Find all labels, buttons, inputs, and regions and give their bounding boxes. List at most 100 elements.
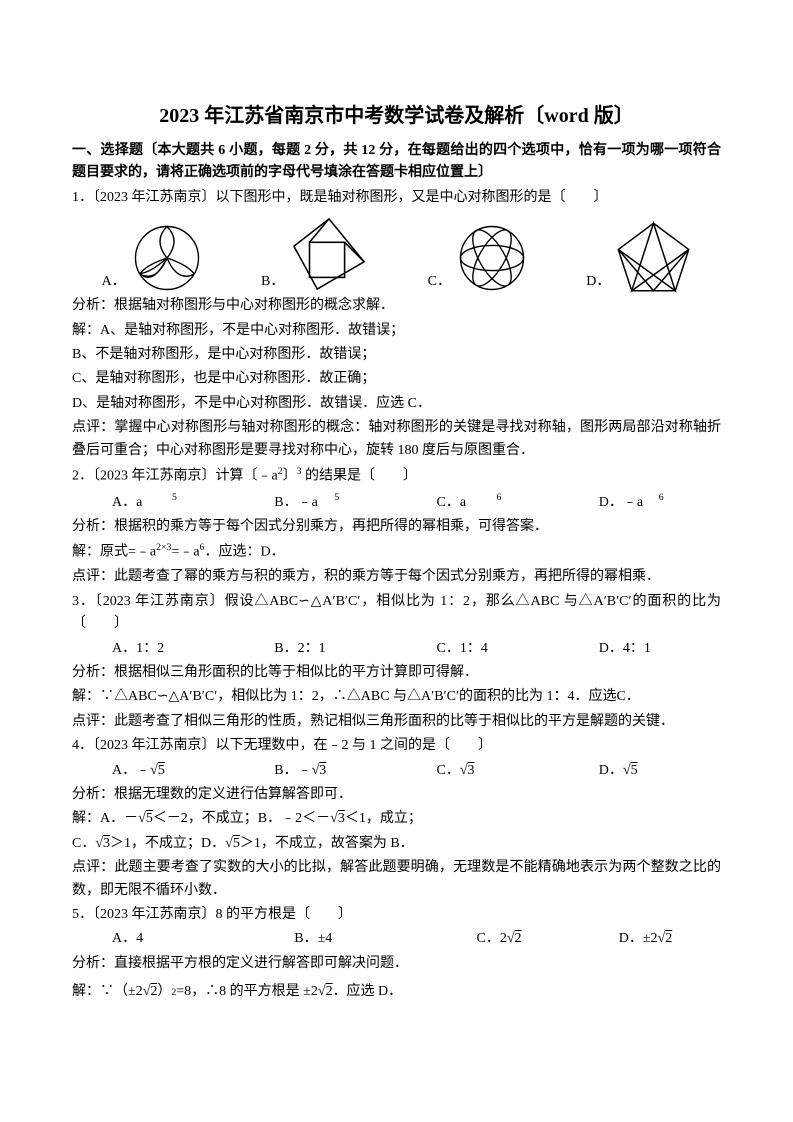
- q1-sol-d: D、是轴对称图形，不是中心对称图形．故错误．应选 C．: [72, 393, 721, 415]
- q3-opt-c: C．1：4: [397, 638, 559, 660]
- q2-opt-a-label: A．a: [72, 492, 172, 514]
- q4-opt-d: D．√5: [559, 760, 721, 782]
- q2-opt-b: B．﹣a5: [234, 490, 396, 514]
- q4-stem: 4．〔2023 年江苏南京〕以下无理数中，在﹣2 与 1 之间的是〔 〕: [72, 735, 721, 757]
- q3-opt-d: D．4：1: [559, 638, 721, 660]
- q5-analysis: 分析：直接根据平方根的定义进行解答即可解决问题．: [72, 953, 721, 975]
- analysis-label: 分析：: [72, 519, 114, 534]
- q1-option-d: D．: [586, 221, 691, 293]
- q3-comment-text: 此题考查了相似三角形的性质，熟记相似三角形面积的比等于相似比的平方是解题的关键．: [114, 714, 674, 729]
- q1-sol-a: 解：A、是轴对称图形，不是中心对称图形．故错误；: [72, 320, 721, 342]
- q1-fig-d-icon: [616, 221, 691, 293]
- q4-opt-a-rad: √5: [150, 763, 165, 778]
- q3-comment: 点评：此题考查了相似三角形的性质，熟记相似三角形面积的比等于相似比的平方是解题的…: [72, 711, 721, 733]
- q2-opt-d-label: D．﹣a: [559, 492, 659, 514]
- q1-sol-c: C、是轴对称图形，也是中心对称图形．故正确；: [72, 368, 721, 390]
- q2-sol: 解：原式=﹣a2×3=﹣a6．应选：D．: [72, 540, 721, 564]
- q3-options: A．1：2 B．2：1 C．1：4 D．4：1: [72, 638, 721, 660]
- q5-opt-a: A．4: [72, 928, 254, 950]
- q5-opt-c-label: C．2: [437, 928, 507, 950]
- q5-sol-rad: √2: [143, 981, 158, 1003]
- q4-sol-b2: ，成立；: [366, 808, 422, 830]
- q5-sol: 解：∵ （±2 √2 ） 2 =8 ，∴8 的平方根是 ±2 √2 ．应选 D．: [72, 981, 721, 1003]
- q1-label-c: C．: [428, 271, 451, 293]
- q4-opt-b: B．﹣√3: [234, 760, 396, 782]
- q5-sol-expr2: ）: [157, 981, 171, 1003]
- q4-sol-a-cond: ＜－2: [153, 808, 188, 830]
- q1-option-b: B．: [261, 215, 368, 293]
- q2-stem-a: 2．〔2023 年江苏南京〕计算〔﹣a: [72, 469, 278, 484]
- q2-stem-c: 的结果是〔 〕: [302, 469, 418, 484]
- q2-opt-c: C．a6: [397, 490, 559, 514]
- q3-analysis: 分析：根据相似三角形面积的比等于相似比的平方计算即可得解．: [72, 662, 721, 684]
- q3-analysis-text: 根据相似三角形面积的比等于相似比的平方计算即可得解．: [114, 665, 478, 680]
- analysis-label: 分析：: [72, 956, 114, 971]
- q4-sol-c-cond: ＞1: [110, 833, 131, 855]
- q2-comment: 点评：此题考查了幂的乘方与积的乘方，积的乘方等于每个因式分别乘方，再把所得的幂相…: [72, 566, 721, 588]
- q2-sol-1: 解：原式=﹣a: [72, 545, 156, 560]
- q1-label-b: B．: [261, 271, 284, 293]
- q3-stem: 3．〔2023 年江苏南京〕假设△ABC∽△A′B′C′，相似比为 1：2，那么…: [72, 591, 721, 636]
- q5-sol-2: ，∴8 的平方根是 ±2: [191, 981, 318, 1003]
- q5-opt-c: C．2√2: [437, 928, 579, 950]
- q4-opt-b-label: B．﹣: [234, 760, 311, 782]
- q5-sol-rad2: √2: [318, 981, 333, 1003]
- q1-comment: 点评：掌握中心对称图形与轴对称图形的概念：轴对称图形的关键是寻找对称轴，图形两局…: [72, 417, 721, 462]
- q4-opt-c: C．√3: [397, 760, 559, 782]
- q4-sol-d-cond: ＞1: [240, 833, 261, 855]
- section-heading: 一、选择题〔本大题共 6 小题，每题 2 分，共 12 分，在每题给出的四个选项…: [72, 140, 721, 185]
- q4-sol-d-rad: √5: [225, 833, 240, 855]
- q4-sol-line1: 解：A． －√5 ＜－2 ，不成立；B．﹣2 ＜－ √3 ＜1 ，成立；: [72, 808, 721, 830]
- q5-sol-expr: （±2: [114, 981, 143, 1003]
- q2-opt-a: A．a5: [72, 490, 234, 514]
- q1-stem: 1．〔2023 年江苏南京〕以下图形中，既是轴对称图形，又是中心对称图形的是〔 …: [72, 187, 721, 209]
- q4-sol-line2: C． √3 ＞1 ，不成立；D． √5 ＞1 ，不成立，故答案为 B．: [72, 833, 721, 855]
- page-title: 2023 年江苏省南京市中考数学试卷及解析〔word 版〕: [72, 100, 721, 132]
- q4-analysis: 分析：根据无理数的定义进行估算解答即可．: [72, 784, 721, 806]
- q1-fig-c-icon: [457, 223, 527, 293]
- q4-analysis-text: 根据无理数的定义进行估算解答即可．: [114, 787, 352, 802]
- q4-sol-b-cond2: ＜1: [345, 808, 366, 830]
- q2-opt-c-exp: 6: [497, 492, 502, 503]
- comment-label: 点评：: [72, 420, 114, 435]
- q2-stem-b: 〕: [283, 469, 297, 484]
- q4-opt-d-label: D．: [559, 760, 623, 782]
- q4-comment: 点评：此题主要考查了实数的大小的比拟，解答此题要明确，无理数是不能精确地表示为两…: [72, 857, 721, 902]
- q2-opt-c-label: C．a: [397, 492, 497, 514]
- q2-analysis: 分析：根据积的乘方等于每个因式分别乘方，再把所得的幂相乘，可得答案．: [72, 516, 721, 538]
- q4-options: A．﹣√5 B．﹣√3 C．√3 D．√5: [72, 760, 721, 782]
- q1-fig-a-icon: [132, 223, 202, 293]
- q1-option-a: A．: [102, 223, 202, 293]
- analysis-label: 分析：: [72, 665, 114, 680]
- q5-sol-3: ．应选 D．: [333, 981, 403, 1003]
- q1-analysis: 分析：根据轴对称图形与中心对称图形的概念求解．: [72, 295, 721, 317]
- analysis-label: 分析：: [72, 787, 114, 802]
- q1-figures: A． B． C．: [72, 215, 721, 293]
- q4-sol-a: 解：A．: [72, 808, 124, 830]
- q5-opt-d-rad: √2: [658, 931, 673, 946]
- q2-comment-text: 此题考查了幂的乘方与积的乘方，积的乘方等于每个因式分别乘方，再把所得的幂相乘．: [114, 569, 660, 584]
- q5-opt-c-rad: √2: [507, 931, 522, 946]
- q4-sol-b-cond: ＜－: [302, 808, 330, 830]
- q4-sol-a-rad: －√5: [124, 808, 153, 830]
- q1-analysis-text: 根据轴对称图形与中心对称图形的概念求解．: [114, 298, 394, 313]
- q1-sol-b: B、不是轴对称图形，是中心对称图形．故错误；: [72, 344, 721, 366]
- q2-analysis-text: 根据积的乘方等于每个因式分别乘方，再把所得的幂相乘，可得答案．: [114, 519, 548, 534]
- q5-options: A．4 B．±4 C．2√2 D．±2√2: [72, 928, 721, 950]
- q2-sol-exp: 2×3: [156, 542, 171, 553]
- q4-opt-d-rad: √5: [623, 763, 638, 778]
- q5-opt-d: D．±2√2: [579, 928, 721, 950]
- q4-sol-d2: ，不成立，故答案为 B．: [261, 833, 414, 855]
- q3-sol: 解：∵△ABC∽△A′B′C′，相似比为 1：2，∴△ABC 与△A′B′C′的…: [72, 686, 721, 708]
- q5-sol-1: 解：∵: [72, 981, 114, 1003]
- q4-sol-b-rad: √3: [330, 808, 345, 830]
- comment-label: 点评：: [72, 860, 114, 875]
- q5-analysis-text: 直接根据平方根的定义进行解答即可解决问题．: [114, 956, 408, 971]
- q2-sol-3: ．应选：D．: [204, 545, 284, 560]
- q2-sol-2: =﹣a: [171, 545, 199, 560]
- q5-stem: 5．〔2023 年江苏南京〕8 的平方根是〔 〕: [72, 904, 721, 926]
- q2-opt-a-exp: 5: [172, 492, 177, 503]
- q3-opt-b: B．2：1: [234, 638, 396, 660]
- q4-sol-c2: ，不成立；D．: [131, 833, 225, 855]
- q1-comment-text: 掌握中心对称图形与轴对称图形的概念：轴对称图形的关键是寻找对称轴，图形两局部沿对…: [72, 420, 721, 457]
